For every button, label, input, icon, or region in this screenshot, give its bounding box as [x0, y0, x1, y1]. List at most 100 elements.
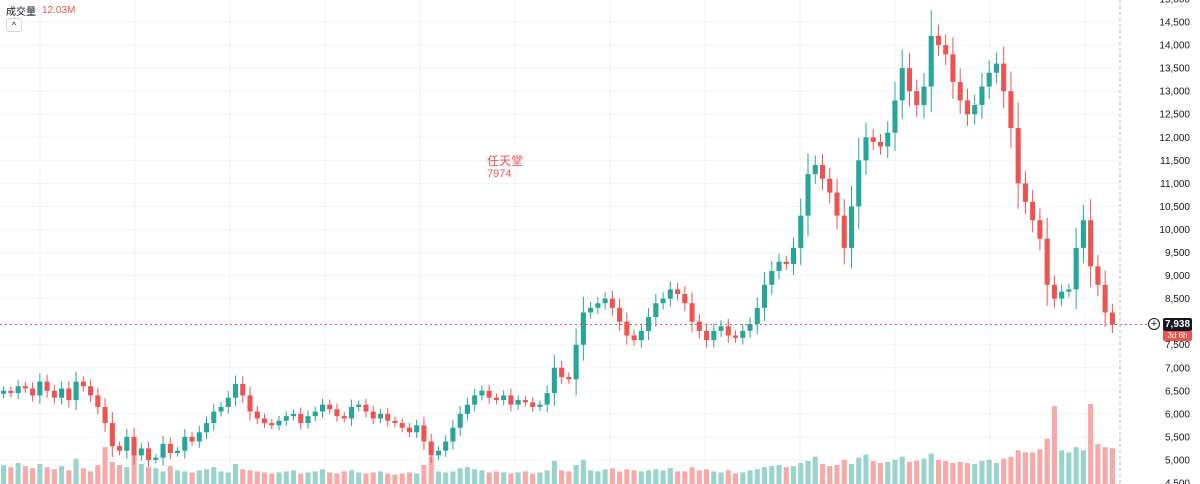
candle-body: [1088, 220, 1094, 267]
candle-body: [334, 409, 340, 417]
candle-body: [624, 321, 630, 336]
volume-bar: [428, 456, 434, 484]
volume-bar: [124, 467, 130, 484]
price-tick-label: 13,000: [1159, 87, 1190, 98]
plus-circle-icon[interactable]: +: [1148, 318, 1160, 330]
volume-bar: [827, 466, 833, 484]
candle-body: [73, 381, 79, 401]
price-tick-label: 9,500: [1165, 248, 1190, 259]
price-tick-label: 6,000: [1165, 409, 1190, 420]
candle-body: [993, 63, 999, 73]
volume-bar: [1022, 452, 1028, 484]
candle-body: [595, 303, 601, 308]
price-tick-label: 14,500: [1159, 18, 1190, 29]
volume-bar: [790, 466, 797, 484]
candle-body: [175, 450, 181, 454]
candle-body: [399, 423, 405, 428]
volume-bar: [899, 456, 905, 484]
volume-bar: [696, 470, 702, 484]
chevron-up-icon[interactable]: ^: [6, 18, 22, 32]
price-tick-label: 10,500: [1159, 202, 1190, 213]
candle-body: [443, 441, 449, 451]
volume-bar: [1109, 448, 1115, 484]
volume-bar: [848, 464, 855, 484]
volume-bar: [435, 471, 441, 484]
candle-body: [769, 270, 775, 285]
volume-bar: [348, 470, 355, 484]
candle-body: [906, 68, 913, 92]
price-tick-label: 10,000: [1159, 225, 1190, 236]
volume-bar: [327, 472, 333, 484]
candle-body: [537, 404, 543, 407]
candle-body: [167, 443, 173, 454]
volume-bar: [530, 473, 536, 484]
price-tick-label: 11,500: [1160, 156, 1190, 167]
candle-body: [37, 381, 43, 396]
candle-body: [1066, 289, 1072, 292]
volume-bar: [733, 473, 739, 484]
volume-bar: [450, 471, 456, 484]
volume-bar: [689, 467, 695, 484]
volume-bar: [269, 473, 275, 484]
candle-body: [30, 388, 36, 396]
volume-bar: [906, 461, 913, 484]
candle-body: [805, 174, 811, 216]
volume-legend: 成交量 12.03M: [6, 3, 75, 18]
candle-body: [790, 247, 797, 265]
candle-body: [704, 330, 710, 341]
volume-bar: [399, 473, 405, 484]
volume-bar: [196, 470, 202, 484]
candle-body: [211, 411, 217, 424]
candle-body: [950, 54, 956, 82]
candle-body: [667, 289, 673, 299]
candle-body: [269, 423, 275, 426]
volume-bar: [595, 471, 601, 484]
volume-bar: [935, 459, 941, 484]
volume-bar: [617, 471, 623, 484]
volume-bar: [167, 466, 173, 484]
price-axis[interactable]: 15,000 14,500 14,000 13,500 13,000 12,500 12,0…: [1159, 0, 1190, 484]
candle-body: [479, 390, 485, 396]
price-tick-label: 12,500: [1159, 110, 1190, 121]
candle-body: [1, 390, 7, 394]
volume-bar: [464, 467, 470, 484]
volume-bar: [406, 472, 412, 484]
candle-body: [276, 420, 282, 426]
candle-body: [472, 395, 478, 405]
candle-body: [559, 367, 565, 377]
volume-bar: [964, 462, 970, 484]
price-tick-label: 7,500: [1165, 340, 1190, 351]
candle-body: [631, 335, 637, 341]
volume-bar: [914, 460, 920, 484]
candle-body: [877, 141, 884, 147]
volume-bar: [22, 466, 28, 484]
candle-body: [203, 423, 210, 433]
volume-bar: [798, 462, 804, 484]
volume-bar: [283, 471, 289, 484]
candle-body: [776, 261, 782, 271]
candle-body: [870, 137, 876, 142]
volume-bar: [928, 453, 934, 484]
candle-body: [88, 386, 94, 396]
candle-body: [711, 330, 717, 341]
candle-body: [885, 132, 891, 147]
candle-body: [530, 402, 536, 407]
volume-bar: [1073, 447, 1079, 484]
volume-bar: [102, 447, 108, 484]
candle-body: [370, 411, 376, 419]
volume-bar: [718, 472, 724, 484]
volume-bar: [240, 469, 246, 484]
candle-body: [392, 420, 398, 424]
candle-body: [225, 397, 231, 407]
candle-body: [298, 413, 304, 424]
volume-bar: [160, 471, 166, 484]
candle-body: [457, 413, 463, 428]
candle-body: [979, 86, 985, 106]
volume-bar: [537, 472, 543, 484]
price-tick-label: 14,000: [1159, 41, 1190, 52]
candle-body: [646, 317, 652, 331]
volume-bar: [421, 465, 427, 484]
candle-body: [153, 457, 159, 460]
